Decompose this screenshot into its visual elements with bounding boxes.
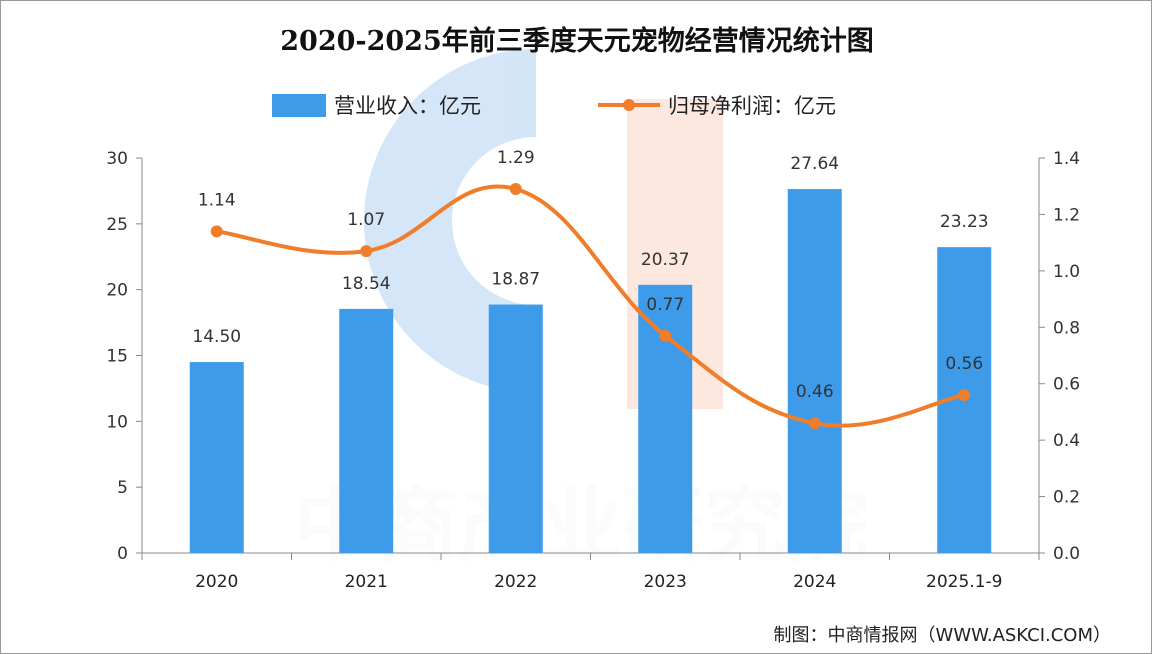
x-tick-label: 2023 — [644, 572, 687, 592]
revenue-bar — [189, 362, 244, 553]
right-tick-label: 0.4 — [1053, 431, 1080, 451]
left-tick-label: 30 — [106, 149, 128, 169]
profit-data-label: 0.46 — [796, 382, 834, 402]
profit-data-label: 1.29 — [497, 148, 535, 168]
data-labels: 14.50 18.54 18.87 20.37 27.64 23.23 1.14 1.07 1.… — [192, 148, 988, 402]
profit-line — [216, 184, 965, 428]
left-tick-label: 15 — [106, 347, 128, 367]
left-tick-label: 5 — [117, 478, 128, 498]
x-tick-label: 2022 — [494, 572, 537, 592]
right-tick-label: 0.6 — [1053, 375, 1080, 395]
profit-data-label: 0.77 — [646, 295, 684, 315]
revenue-data-label: 20.37 — [641, 250, 690, 270]
left-tick-label: 0 — [117, 544, 128, 564]
profit-data-label: 1.14 — [198, 190, 236, 210]
revenue-bar — [638, 284, 693, 553]
right-tick-label: 0.2 — [1053, 488, 1080, 508]
x-tick-label: 2021 — [345, 572, 388, 592]
source-note: 制图：中商情报网（WWW.ASKCI.COM） — [774, 625, 1111, 646]
axes: 0 5 10 15 20 25 30 0.0 0.2 0.4 0.6 0.8 1.0 1.2 1.4 2020… — [106, 149, 1080, 592]
revenue-bar — [339, 308, 394, 553]
revenue-data-label: 27.64 — [790, 154, 839, 174]
revenue-data-label: 23.23 — [940, 212, 989, 232]
profit-data-label: 1.07 — [347, 210, 385, 230]
bar-series — [189, 189, 992, 553]
revenue-data-label: 14.50 — [192, 327, 241, 347]
profit-marker — [360, 245, 373, 258]
left-tick-label: 25 — [106, 215, 128, 235]
profit-marker — [210, 225, 223, 238]
profit-marker — [958, 389, 971, 401]
profit-marker — [808, 417, 821, 430]
right-tick-label: 0.0 — [1053, 544, 1080, 564]
revenue-data-label: 18.87 — [491, 270, 540, 290]
revenue-bar — [488, 304, 543, 553]
revenue-data-label: 18.54 — [342, 274, 391, 294]
x-tick-label: 2020 — [195, 572, 238, 592]
watermark-blue-arc — [364, 49, 538, 393]
right-tick-label: 1.0 — [1053, 262, 1080, 282]
chart-title: 2020-2025年前三季度天元宠物经营情况统计图 — [280, 25, 874, 57]
left-tick-label: 10 — [106, 412, 128, 432]
x-tick-label: 2024 — [793, 572, 836, 592]
revenue-bar — [787, 189, 842, 553]
x-tick-label: 2025.1-9 — [926, 572, 1002, 592]
legend-label-revenue: 营业收入：亿元 — [334, 94, 481, 118]
right-tick-label: 0.8 — [1053, 318, 1080, 338]
legend-label-profit: 归母净利润：亿元 — [668, 94, 836, 118]
left-tick-label: 20 — [106, 281, 128, 301]
legend-swatch-revenue — [272, 94, 326, 117]
legend-swatch-profit-marker — [623, 99, 635, 111]
profit-marker — [659, 329, 672, 342]
legend: 营业收入：亿元 归母净利润：亿元 — [272, 94, 836, 118]
profit-data-label: 0.56 — [945, 354, 983, 374]
right-tick-label: 1.2 — [1053, 205, 1080, 225]
line-series — [210, 183, 971, 430]
profit-marker — [509, 183, 522, 196]
right-tick-label: 1.4 — [1053, 149, 1080, 169]
